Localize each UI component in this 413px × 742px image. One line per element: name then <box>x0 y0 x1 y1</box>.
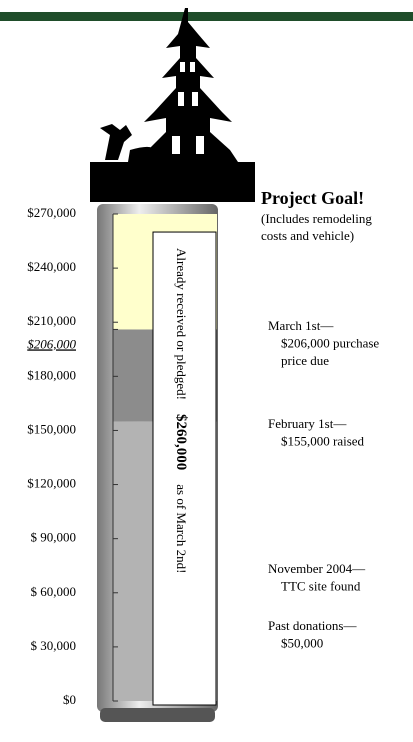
y-tick-label: $150,000 <box>27 421 76 436</box>
marker-label: $206,000 <box>27 336 76 351</box>
y-tick-label: $0 <box>63 692 76 707</box>
annotation: TTC site found <box>281 578 361 593</box>
y-tick-label: $120,000 <box>27 476 76 491</box>
goal-note: costs and vehicle) <box>261 228 354 243</box>
annotation: $50,000 <box>281 635 323 650</box>
goal-note: (Includes remodeling <box>261 211 372 226</box>
pledged-date: as of March 2nd! <box>174 484 189 573</box>
pledged-caption: Already received or pledged! <box>174 248 189 400</box>
annotation: March 1st— <box>268 318 334 333</box>
annotation: price due <box>281 353 329 368</box>
y-tick-label: $180,000 <box>27 367 76 382</box>
pledged-amount: $260,000 <box>173 414 189 470</box>
annotation: February 1st— <box>268 416 347 431</box>
annotation: November 2004— <box>268 561 366 576</box>
goal-title: Project Goal! <box>261 188 364 208</box>
y-tick-label: $270,000 <box>27 205 76 220</box>
thermometer-base <box>100 708 215 722</box>
annotation: $206,000 purchase <box>281 335 379 350</box>
pagoda <box>90 8 255 202</box>
chart: Project Goal! $0 $ 30,000 $ 60,000 $ 90,000… <box>0 0 413 742</box>
top-band <box>0 12 413 21</box>
y-tick-label: $210,000 <box>27 313 76 328</box>
y-tick-label: $240,000 <box>27 259 76 274</box>
annotation: $155,000 raised <box>281 433 365 448</box>
y-tick-label: $ 90,000 <box>31 530 77 545</box>
y-tick-label: $ 60,000 <box>31 584 77 599</box>
annotation: Past donations— <box>268 618 357 633</box>
y-tick-label: $ 30,000 <box>31 638 77 653</box>
